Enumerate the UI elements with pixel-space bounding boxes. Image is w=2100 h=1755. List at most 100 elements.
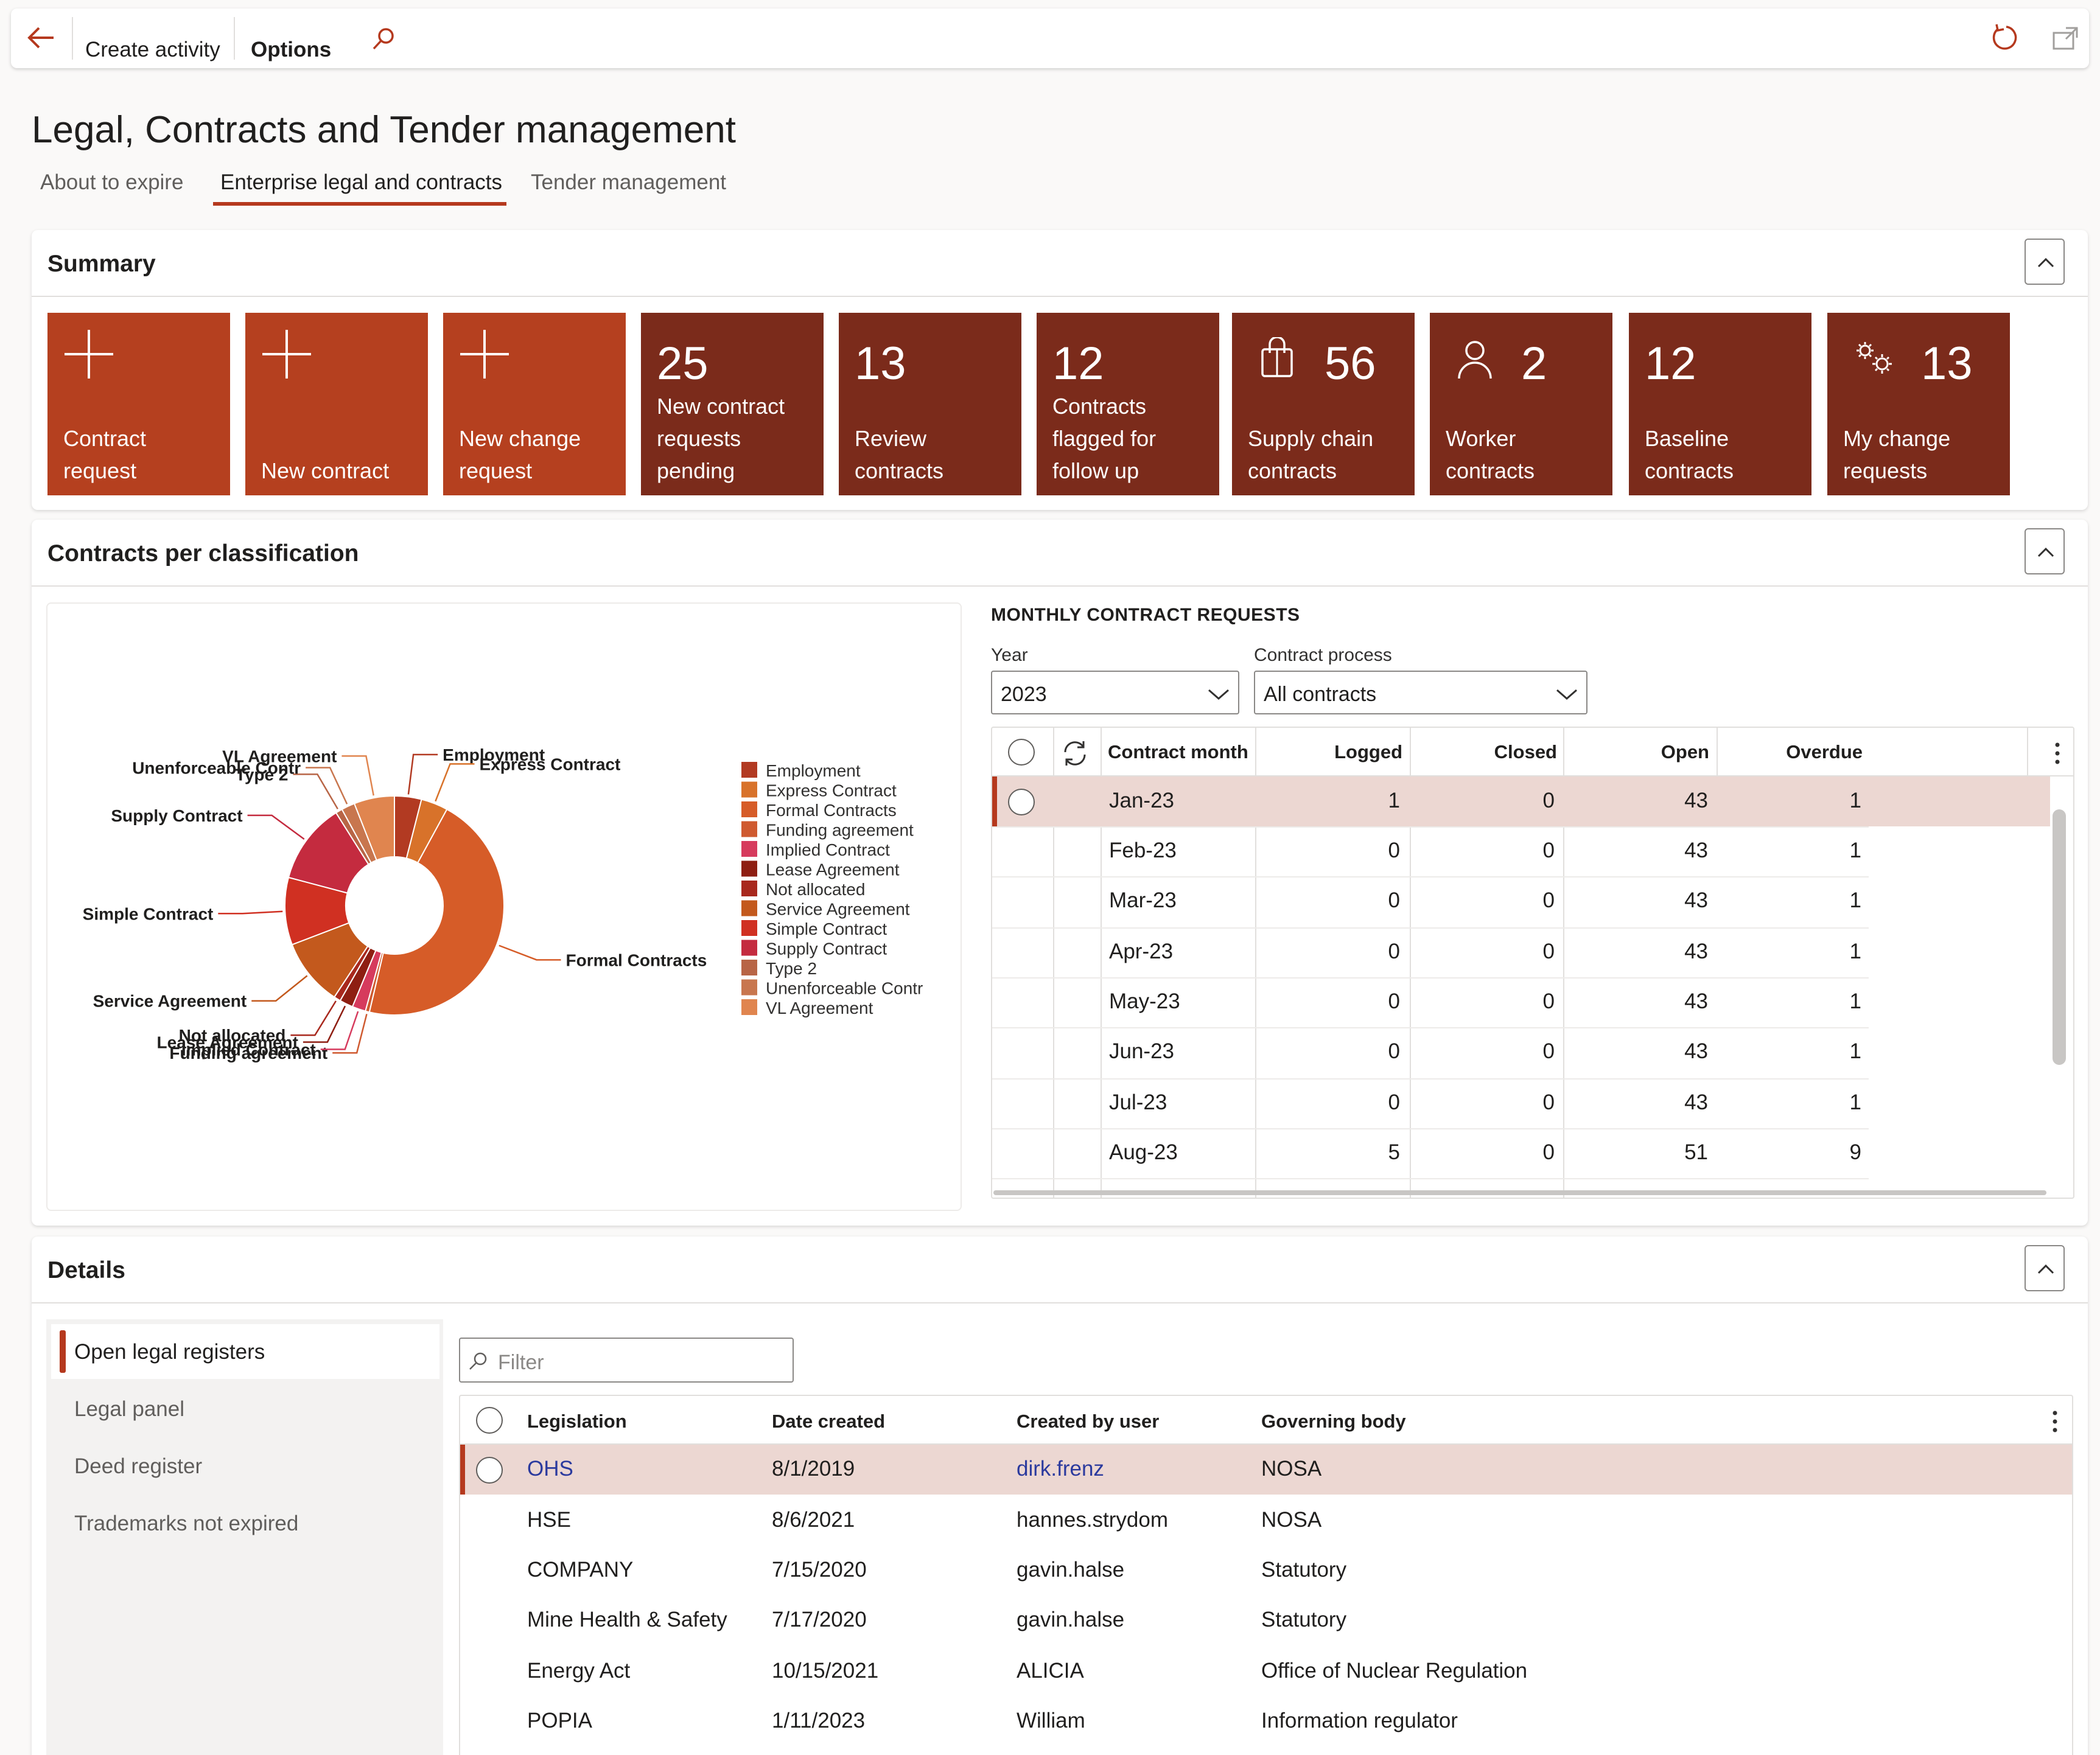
tile-new-change-request[interactable]: New change request	[443, 313, 626, 495]
col-header-legislation[interactable]: Legislation	[527, 1411, 627, 1432]
governing-body-cell: Office of Nuclear Regulation	[1261, 1659, 1528, 1683]
legend-item: Implied Contract	[766, 840, 890, 859]
contract-process-label: Contract process	[1254, 645, 1392, 665]
legislation-cell: HSE	[527, 1508, 571, 1532]
tile-label: Review contracts	[855, 426, 944, 483]
closed-cell: 0	[1542, 1090, 1555, 1114]
options-button[interactable]: Options	[251, 38, 332, 61]
legislation-cell: Mine Health & Safety	[527, 1608, 727, 1631]
tab-enterprise-legal-and-contracts[interactable]: Enterprise legal and contracts	[220, 170, 503, 194]
month-cell: Apr-23	[1109, 940, 1174, 963]
user-link[interactable]: dirk.frenz	[1017, 1457, 1104, 1481]
details-nav-active-indicator	[60, 1330, 66, 1373]
col-header-closed[interactable]: Closed	[1494, 741, 1557, 762]
data-label: Type 2	[236, 765, 289, 784]
gears-icon	[1857, 342, 1892, 374]
filter-input[interactable]: Filter	[459, 1338, 794, 1383]
tile-my-change-requests[interactable]: 13 My change requests	[1827, 313, 2010, 495]
tile-review-contracts[interactable]: 13 Review contracts	[839, 313, 1021, 495]
open-cell: 43	[1684, 1039, 1708, 1063]
tile-supply-chain-contracts[interactable]: 56 Supply chain contracts	[1232, 313, 1415, 495]
select-all-radio[interactable]	[476, 1407, 503, 1434]
nav-trademarks-not-expired[interactable]: Trademarks not expired	[74, 1512, 299, 1535]
col-header-open[interactable]: Open	[1661, 741, 1709, 762]
more-options-icon[interactable]	[2051, 1408, 2059, 1438]
details-title: Details	[47, 1257, 125, 1283]
legend-item: Lease Agreement	[766, 860, 900, 879]
tile-worker-contracts[interactable]: 2 Worker contracts	[1430, 313, 1612, 495]
year-select[interactable]: 2023	[991, 671, 1239, 714]
tab-tender-management[interactable]: Tender management	[531, 170, 727, 194]
open-in-new-window-icon[interactable]	[2051, 26, 2079, 54]
legend-item: VL Agreement	[766, 999, 873, 1017]
collapse-classification-button[interactable]	[2025, 528, 2065, 574]
data-label: Not allocated	[179, 1026, 286, 1045]
date-cell: 7/15/2020	[772, 1558, 867, 1582]
row-select-radio[interactable]	[1008, 789, 1035, 815]
legend-swatch	[741, 821, 757, 837]
plus-icon	[262, 330, 311, 379]
row-select-radio[interactable]	[476, 1457, 503, 1484]
details-nav-active-bg	[51, 1324, 439, 1379]
legend-item: Express Contract	[766, 781, 897, 800]
col-header-governing-body[interactable]: Governing body	[1261, 1411, 1406, 1432]
refresh-icon[interactable]	[1990, 22, 2022, 57]
date-cell: 8/1/2019	[772, 1457, 855, 1481]
horizontal-scrollbar[interactable]	[993, 1190, 2046, 1195]
user-cell: ALICIA	[1017, 1659, 1084, 1683]
logged-cell: 0	[1388, 940, 1400, 963]
selected-row-highlight	[460, 1445, 2072, 1495]
contract-process-select-value: All contracts	[1264, 683, 1377, 706]
col-header-created-by-user[interactable]: Created by user	[1017, 1411, 1160, 1432]
col-header-date-created[interactable]: Date created	[772, 1411, 886, 1432]
user-cell: gavin.halse	[1017, 1608, 1125, 1631]
governing-body-cell: NOSA	[1261, 1457, 1322, 1481]
filter-placeholder: Filter	[498, 1351, 544, 1374]
open-cell: 51	[1684, 1140, 1708, 1164]
nav-deed-register[interactable]: Deed register	[74, 1454, 203, 1478]
tile-new-contract-requests-pending[interactable]: 25 New contract requests pending	[641, 313, 824, 495]
callout-line	[247, 814, 305, 840]
vertical-scrollbar[interactable]	[2053, 809, 2066, 1065]
year-label: Year	[991, 645, 1028, 665]
legend-swatch	[741, 781, 757, 798]
refresh-grid-icon[interactable]	[1060, 739, 1090, 771]
collapse-details-button[interactable]	[2025, 1245, 2065, 1291]
plus-icon	[65, 330, 113, 379]
more-options-icon[interactable]	[2054, 740, 2061, 770]
tile-new-contract[interactable]: New contract	[245, 313, 428, 495]
tile-label: New change request	[459, 426, 581, 483]
contract-process-select[interactable]: All contracts	[1254, 671, 1587, 714]
pie-slice-vl-agreement[interactable]	[353, 795, 395, 861]
callout-line	[293, 773, 338, 809]
legislation-link[interactable]: OHS	[527, 1457, 573, 1481]
open-cell: 43	[1684, 940, 1708, 963]
search-icon[interactable]	[370, 26, 397, 55]
open-cell: 43	[1684, 789, 1708, 812]
legislation-cell: COMPANY	[527, 1558, 634, 1582]
create-activity-button[interactable]: Create activity	[85, 38, 220, 61]
select-all-radio[interactable]	[1008, 739, 1035, 766]
back-arrow-icon[interactable]	[27, 24, 56, 54]
date-cell: 1/11/2023	[772, 1709, 866, 1732]
col-header-overdue[interactable]: Overdue	[1786, 741, 1863, 762]
tile-baseline-contracts[interactable]: 12 Baseline contracts	[1629, 313, 1811, 495]
tile-label: New contract requests pending	[657, 394, 785, 483]
chevron-down-icon	[1208, 689, 1229, 700]
tile-contract-request[interactable]: Contract request	[47, 313, 230, 495]
col-header-contract-month[interactable]: Contract month	[1108, 741, 1248, 762]
callout-line	[303, 1005, 346, 1043]
collapse-summary-button[interactable]	[2025, 239, 2065, 285]
nav-legal-panel[interactable]: Legal panel	[74, 1397, 184, 1421]
pie-slice-formal-contracts[interactable]	[368, 808, 505, 1016]
callout-line	[341, 755, 374, 796]
legend-swatch	[741, 900, 757, 916]
nav-open-legal-registers[interactable]: Open legal registers	[74, 1340, 265, 1364]
legend-item: Simple Contract	[766, 919, 887, 938]
legend-swatch	[741, 979, 757, 996]
tile-contracts-flagged[interactable]: 12 Contracts flagged for follow up	[1037, 313, 1219, 495]
tab-about-to-expire[interactable]: About to expire	[40, 170, 184, 194]
col-header-logged[interactable]: Logged	[1334, 741, 1402, 762]
tile-count: 56	[1325, 338, 1376, 389]
